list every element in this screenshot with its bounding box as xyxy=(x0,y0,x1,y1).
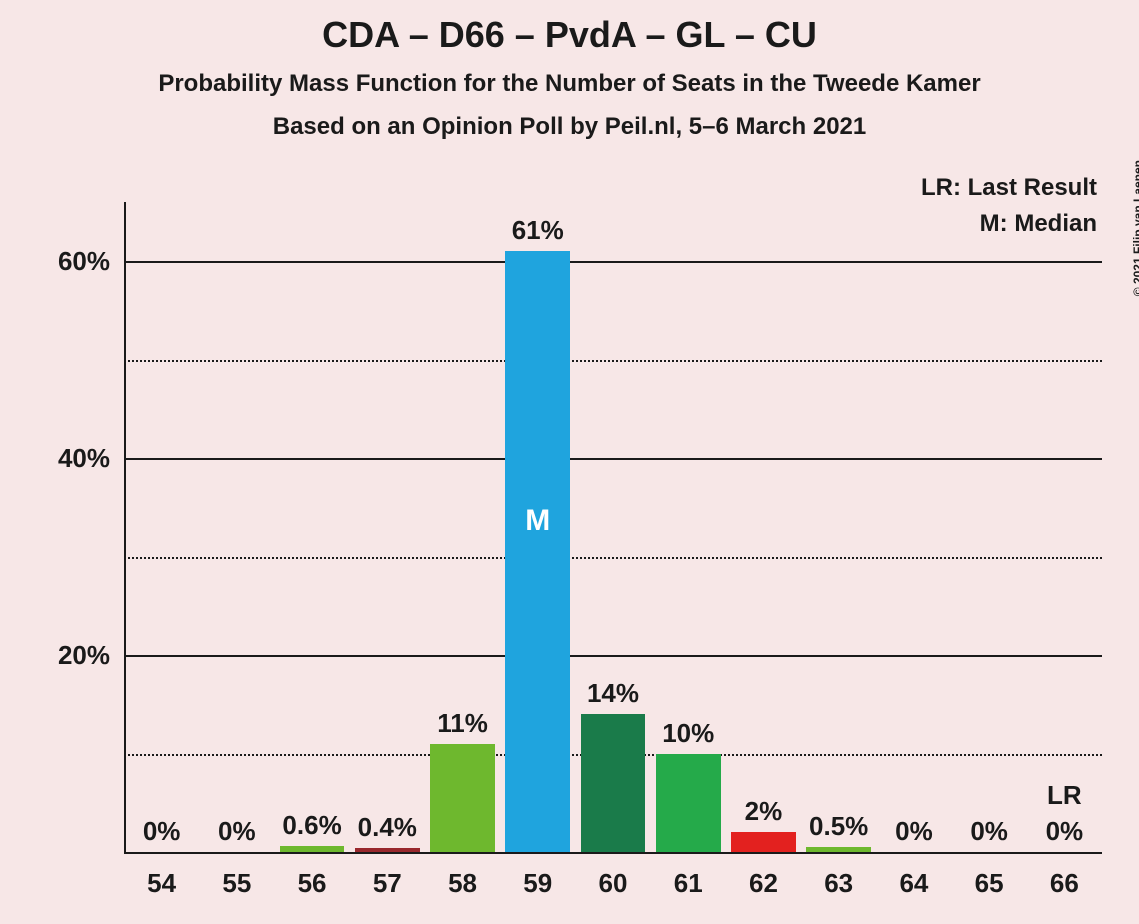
bar-value-label: 61% xyxy=(497,215,578,246)
x-tick-label: 56 xyxy=(274,868,349,899)
bar-value-label: 2% xyxy=(723,796,804,827)
bar-value-label: 0% xyxy=(121,816,202,847)
x-tick-label: 66 xyxy=(1027,868,1102,899)
lr-marker: LR xyxy=(1024,780,1105,811)
bar-value-label: 0.4% xyxy=(347,812,428,843)
legend-m: M: Median xyxy=(980,210,1097,238)
chart-subtitle-1: Probability Mass Function for the Number… xyxy=(0,70,1139,98)
bar-value-label: 14% xyxy=(573,678,654,709)
bar-value-label: 0% xyxy=(949,816,1030,847)
bar xyxy=(355,848,420,852)
bar xyxy=(581,714,646,852)
copyright-text: © 2021 Filip van Laenen xyxy=(1131,160,1139,296)
y-tick-label: 20% xyxy=(30,640,110,671)
chart-container: CDA – D66 – PvdA – GL – CU Probability M… xyxy=(0,0,1139,924)
bar-value-label: 0% xyxy=(1024,816,1105,847)
x-tick-label: 55 xyxy=(199,868,274,899)
bar-value-label: 0.6% xyxy=(272,810,353,841)
x-tick-label: 61 xyxy=(651,868,726,899)
chart-subtitle-2: Based on an Opinion Poll by Peil.nl, 5–6… xyxy=(0,113,1139,141)
gridline-major xyxy=(124,655,1102,657)
x-tick-label: 57 xyxy=(350,868,425,899)
gridline-major xyxy=(124,458,1102,460)
y-tick-label: 60% xyxy=(30,246,110,277)
y-tick-label: 40% xyxy=(30,443,110,474)
x-axis-line xyxy=(124,852,1102,854)
x-tick-label: 63 xyxy=(801,868,876,899)
legend-lr: LR: Last Result xyxy=(921,174,1097,202)
bar-value-label: 0% xyxy=(196,816,277,847)
x-tick-label: 60 xyxy=(575,868,650,899)
bar xyxy=(731,832,796,852)
bar xyxy=(806,847,871,852)
plot-area: 20%40%60%0%540%550.6%560.4%5711%5861%M59… xyxy=(124,212,1102,852)
bar-value-label: 10% xyxy=(648,718,729,749)
bar-value-label: 0% xyxy=(874,816,955,847)
bar xyxy=(505,251,570,852)
gridline-minor xyxy=(124,557,1102,559)
x-tick-label: 54 xyxy=(124,868,199,899)
median-marker: M xyxy=(505,504,570,538)
bar xyxy=(656,754,721,852)
bar-value-label: 0.5% xyxy=(798,811,879,842)
x-tick-label: 59 xyxy=(500,868,575,899)
x-tick-label: 58 xyxy=(425,868,500,899)
bar xyxy=(430,744,495,852)
x-tick-label: 65 xyxy=(952,868,1027,899)
gridline-major xyxy=(124,261,1102,263)
gridline-minor xyxy=(124,360,1102,362)
bar xyxy=(280,846,345,852)
bar-value-label: 11% xyxy=(422,708,503,739)
chart-title: CDA – D66 – PvdA – GL – CU xyxy=(0,14,1139,56)
x-tick-label: 64 xyxy=(876,868,951,899)
x-tick-label: 62 xyxy=(726,868,801,899)
